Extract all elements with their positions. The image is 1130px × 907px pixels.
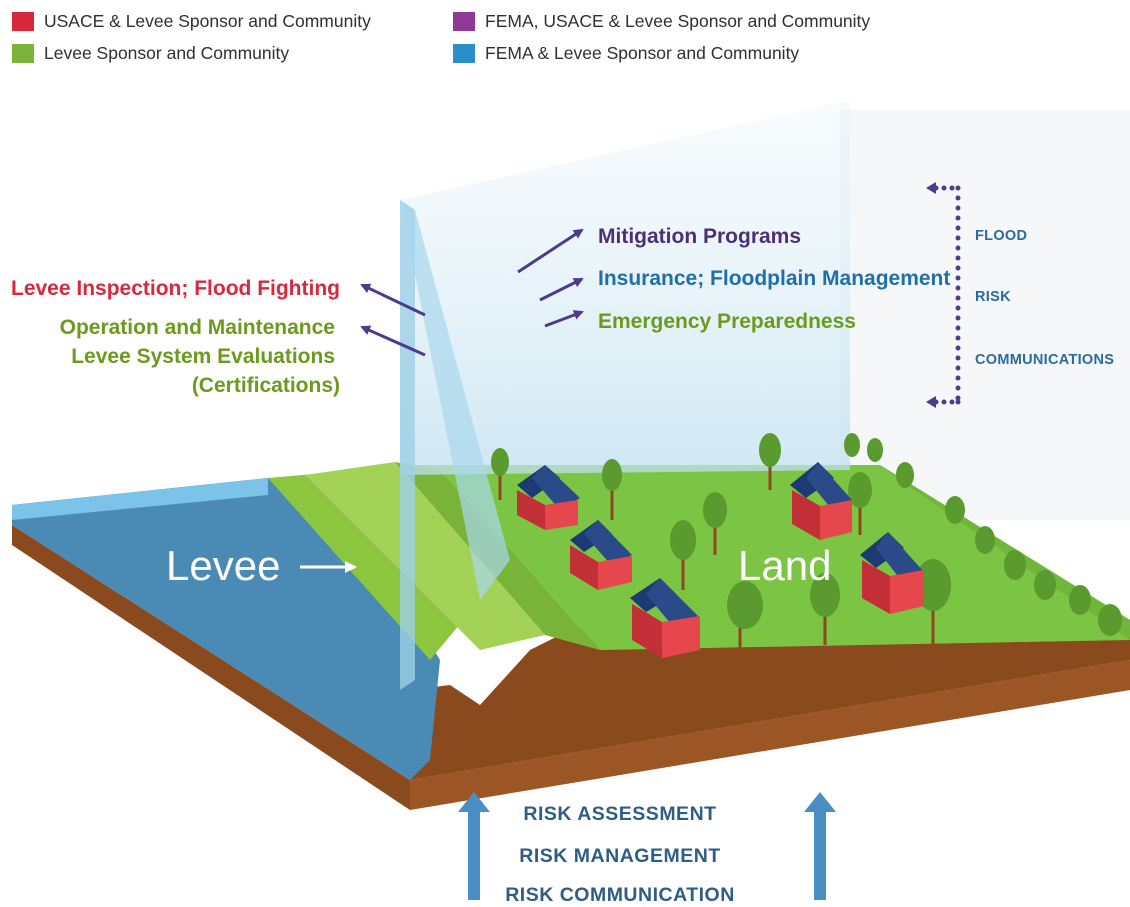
- arrow-to-operation: [360, 325, 426, 357]
- tree: [727, 581, 763, 665]
- legend-swatch-red: [12, 11, 34, 31]
- levee-slope: [268, 470, 480, 660]
- legend-swatch-purple: [453, 11, 475, 31]
- side-label-risk: RISK: [975, 289, 1011, 305]
- translucent-wall: [400, 100, 850, 475]
- tree: [1069, 585, 1091, 615]
- tree: [759, 433, 781, 490]
- soil-front: [410, 660, 1130, 810]
- land-surface-shade: [880, 465, 1130, 640]
- tree: [602, 459, 622, 520]
- wall-front: [400, 200, 510, 600]
- label-operation-maintenance: Operation and Maintenance: [59, 316, 335, 339]
- dotted-bracket: [926, 182, 961, 408]
- legend-item-usace: USACE & Levee Sponsor and Community: [12, 8, 371, 34]
- label-emergency-preparedness: Emergency Preparedness: [598, 310, 856, 333]
- tree: [670, 520, 696, 590]
- soil-front-left: [12, 525, 410, 810]
- label-risk-assessment: RISK ASSESSMENT: [523, 803, 717, 825]
- label-levee: Levee: [166, 542, 281, 589]
- label-land: Land: [738, 542, 832, 589]
- tree: [896, 462, 914, 488]
- wall-edge: [400, 200, 415, 690]
- tree: [703, 492, 727, 555]
- arrow-to-insurance: [539, 277, 584, 302]
- side-label-communications: COMMUNICATIONS: [975, 352, 1115, 368]
- tree: [848, 472, 872, 535]
- tree: [1034, 570, 1056, 600]
- tree: [975, 526, 995, 554]
- legend-label: Levee Sponsor and Community: [44, 42, 290, 63]
- legend-item-sponsor: Levee Sponsor and Community: [12, 40, 289, 66]
- tree: [945, 496, 965, 524]
- house: [570, 520, 632, 590]
- water-body: [12, 478, 440, 780]
- legend-label: USACE & Levee Sponsor and Community: [44, 10, 371, 31]
- legend-swatch-green: [12, 43, 34, 63]
- arrow-to-levee-inspection: [360, 283, 426, 317]
- label-risk-communication: RISK COMMUNICATION: [505, 884, 735, 906]
- arrow-to-emergency: [544, 310, 584, 328]
- label-levee-evaluations: Levee System Evaluations: [71, 345, 335, 368]
- label-mitigation-programs: Mitigation Programs: [598, 225, 802, 248]
- arrow-to-mitigation: [517, 228, 584, 274]
- risk-up-arrows: [458, 792, 836, 900]
- legend-item-fema-usace: FEMA, USACE & Levee Sponsor and Communit…: [453, 8, 870, 34]
- side-label-flood: FLOOD: [975, 228, 1028, 244]
- legend-item-fema: FEMA & Levee Sponsor and Community: [453, 40, 799, 66]
- house: [790, 462, 852, 540]
- legend: USACE & Levee Sponsor and Community FEMA…: [12, 8, 1112, 70]
- legend-swatch-blue: [453, 43, 475, 63]
- house: [630, 578, 700, 658]
- tree: [491, 448, 509, 500]
- levee-crown: [305, 462, 545, 650]
- house: [860, 532, 924, 614]
- tree: [844, 433, 860, 457]
- soil-cut: [410, 630, 1130, 780]
- legend-label: FEMA, USACE & Levee Sponsor and Communit…: [485, 10, 871, 31]
- label-levee-inspection: Levee Inspection; Flood Fighting: [11, 277, 340, 300]
- label-insurance: Insurance; Floodplain Management: [598, 267, 951, 290]
- house: [517, 465, 580, 530]
- label-certifications: (Certifications): [191, 374, 340, 397]
- tree: [810, 573, 840, 645]
- tree: [1098, 604, 1122, 636]
- label-risk-management: RISK MANAGEMENT: [519, 845, 721, 867]
- tree: [867, 438, 883, 462]
- legend-label: FEMA & Levee Sponsor and Community: [485, 42, 800, 63]
- water-top: [12, 478, 268, 520]
- background-panel: [840, 110, 1130, 520]
- tree: [1004, 550, 1026, 580]
